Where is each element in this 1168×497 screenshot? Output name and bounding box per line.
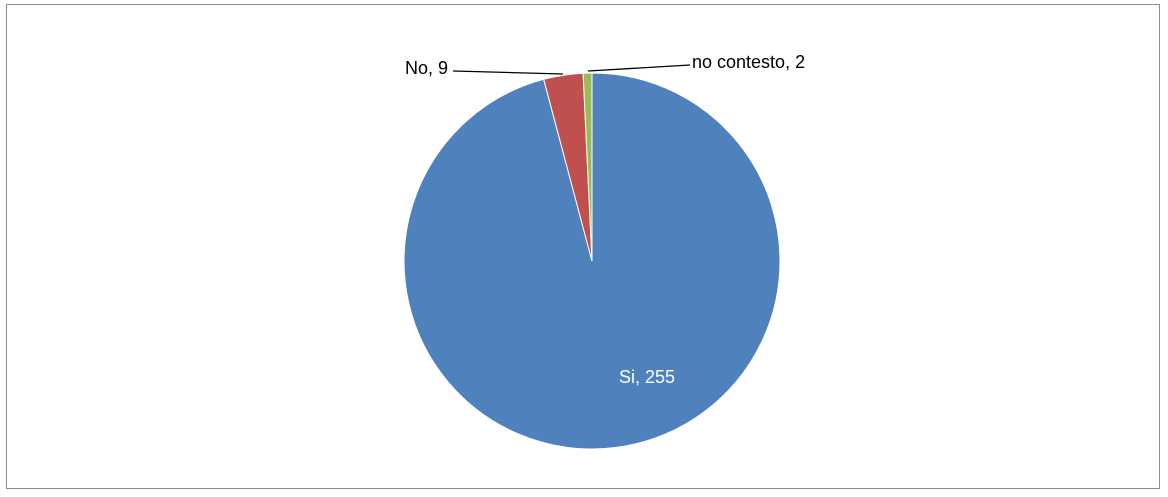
data-labels: Si, 255 No, 9 no contesto, 2 <box>405 52 805 387</box>
pie-slice-no-contesto <box>582 72 593 262</box>
data-label-si: Si, 255 <box>619 367 675 387</box>
leader-line-no-contesto <box>587 64 691 72</box>
data-label-no: No, 9 <box>405 58 448 78</box>
chart-area: Si, 255 No, 9 no contesto, 2 <box>6 4 1160 489</box>
pie-chart: Si, 255 No, 9 no contesto, 2 <box>403 52 805 450</box>
leader-lines <box>452 64 691 75</box>
pie-slices <box>403 72 781 450</box>
leader-line-no <box>452 70 564 75</box>
data-label-no-contesto: no contesto, 2 <box>692 52 805 72</box>
